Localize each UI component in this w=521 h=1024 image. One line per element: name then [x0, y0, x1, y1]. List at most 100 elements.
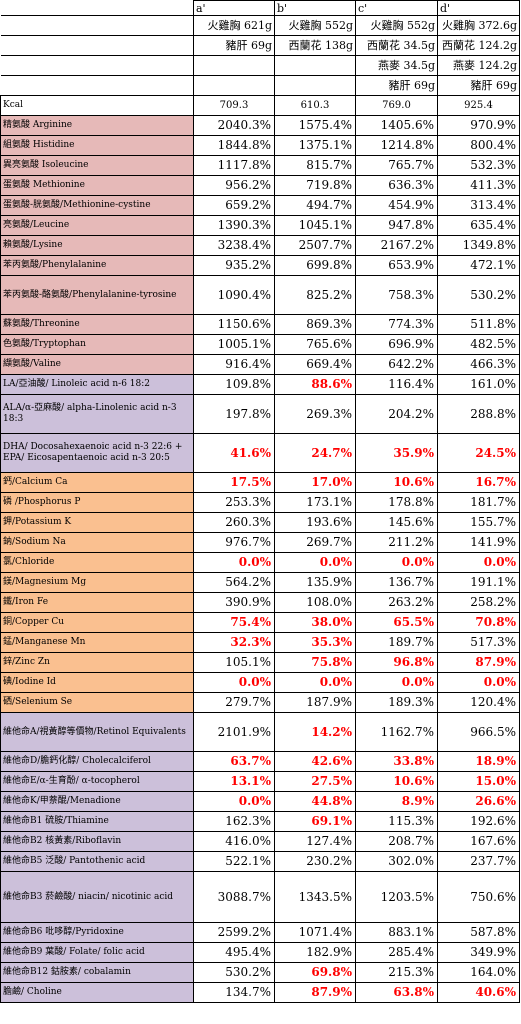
nutrient-value: 1214.8% — [355, 135, 438, 156]
nutrient-row: 鉀/Potassium K 260.3% 193.6% 145.6% 155.7% — [0, 512, 520, 533]
nutrient-value: 2599.2% — [193, 922, 275, 943]
nutrient-label: 蛋氨酸-胱氨酸/Methionine-cystine — [0, 195, 194, 216]
nutrient-value: 87.9% — [437, 652, 520, 673]
nutrient-row: 色氨酸/Tryptophan 1005.1% 765.6% 696.9% 482.5% — [0, 334, 520, 355]
nutrient-value: 18.9% — [437, 751, 520, 772]
nutrient-value: 517.3% — [437, 632, 520, 653]
nutrient-row: 維他命E/α-生育酚/ α-tocopherol 13.1% 27.5% 10.6% 1… — [0, 771, 520, 792]
ingredient-cell: 西蘭花 34.5g — [355, 35, 438, 56]
nutrient-value: 33.8% — [355, 751, 438, 772]
column-letter-b: b' — [274, 0, 356, 16]
nutrient-row: 維他命B1 硫胺/Thiamine 162.3% 69.1% 115.3% 192.6% — [0, 811, 520, 832]
nutrient-row: 維他命B5 泛酸/ Pantothenic acid 522.1% 230.2% 30… — [0, 851, 520, 872]
nutrient-row: 蘇氨酸/Threonine 1150.6% 869.3% 774.3% 511.8% — [0, 314, 520, 335]
nutrient-row: 錳/Manganese Mn 32.3% 35.3% 189.7% 517.3% — [0, 632, 520, 653]
ingredient-cell: 燕麥 124.2g — [437, 55, 520, 76]
nutrient-value: 699.8% — [274, 255, 356, 276]
nutrient-value: 1162.7% — [355, 712, 438, 752]
nutrient-row: DHA/ Docosahexaenoic acid n-3 22:6 + EPA… — [0, 433, 520, 473]
ingredient-cell — [274, 75, 356, 96]
nutrient-value: 70.8% — [437, 612, 520, 633]
nutrient-row: 鎂/Magnesium Mg 564.2% 135.9% 136.7% 191.1% — [0, 572, 520, 593]
nutrient-value: 17.5% — [193, 472, 275, 493]
nutrient-label: 蘇氨酸/Threonine — [0, 314, 194, 335]
nutrient-value: 63.7% — [193, 751, 275, 772]
nutrient-row: 維他命B9 葉酸/ Folate/ folic acid 495.4% 182.9%… — [0, 942, 520, 963]
nutrient-value: 87.9% — [274, 982, 356, 1003]
nutrient-value: 141.9% — [437, 532, 520, 553]
empty-label-cell — [0, 15, 194, 36]
nutrient-value: 88.6% — [274, 374, 356, 395]
nutrient-value: 40.6% — [437, 982, 520, 1003]
nutrient-value: 69.1% — [274, 811, 356, 832]
kcal-value: 769.0 — [355, 95, 438, 116]
nutrient-row: 維他命B3 菸鹼酸/ niacin/ nicotinic acid 3088.7%… — [0, 871, 520, 923]
ingredient-cell: 豬肝 69g — [193, 35, 275, 56]
nutrient-value: 237.7% — [437, 851, 520, 872]
nutrient-value: 1375.1% — [274, 135, 356, 156]
column-letter-c: c' — [355, 0, 438, 16]
nutrient-value: 466.3% — [437, 354, 520, 375]
nutrient-value: 288.8% — [437, 394, 520, 434]
nutrient-row: 組氨酸 Histidine 1844.8% 1375.1% 1214.8% 800.4% — [0, 135, 520, 156]
nutrient-value: 659.2% — [193, 195, 275, 216]
nutrient-label: 維他命B1 硫胺/Thiamine — [0, 811, 194, 832]
nutrient-value: 825.2% — [274, 275, 356, 315]
nutrient-label: 組氨酸 Histidine — [0, 135, 194, 156]
nutrient-label: 維他命B9 葉酸/ Folate/ folic acid — [0, 942, 194, 963]
column-letter-a: a' — [193, 0, 275, 16]
nutrient-row: 碘/Iodine Id 0.0% 0.0% 0.0% 0.0% — [0, 672, 520, 693]
nutrient-label: 銅/Copper Cu — [0, 612, 194, 633]
nutrient-value: 411.3% — [437, 175, 520, 196]
nutrient-value: 260.3% — [193, 512, 275, 533]
nutrient-value: 696.9% — [355, 334, 438, 355]
nutrient-label: 碘/Iodine Id — [0, 672, 194, 693]
nutrient-value: 416.0% — [193, 831, 275, 852]
nutrient-value: 191.1% — [437, 572, 520, 593]
nutrient-value: 75.8% — [274, 652, 356, 673]
nutrient-value: 3088.7% — [193, 871, 275, 923]
nutrient-value: 178.8% — [355, 492, 438, 513]
nutrient-label: 維他命B12 鈷胺素/ cobalamin — [0, 962, 194, 983]
ingredient-cell: 西蘭花 138g — [274, 35, 356, 56]
nutrient-value: 135.9% — [274, 572, 356, 593]
nutrient-value: 120.4% — [437, 692, 520, 713]
nutrient-value: 636.3% — [355, 175, 438, 196]
nutrient-row: 維他命D/膽鈣化醇/ Cholecalciferol 63.7% 42.6% 33.8… — [0, 751, 520, 772]
nutrient-value: 0.0% — [437, 672, 520, 693]
nutrient-label: 纈氨酸/Valine — [0, 354, 194, 375]
nutrient-value: 285.4% — [355, 942, 438, 963]
nutrient-row: 膽鹼/ Choline 134.7% 87.9% 63.8% 40.6% — [0, 982, 520, 1003]
nutrient-label: 蛋氨酸 Methionine — [0, 175, 194, 196]
nutrient-value: 24.7% — [274, 433, 356, 473]
nutrient-row: 蛋氨酸 Methionine 956.2% 719.8% 636.3% 411.3% — [0, 175, 520, 196]
ingredient-cell — [193, 55, 275, 76]
nutrient-value: 96.8% — [355, 652, 438, 673]
nutrient-value: 530.2% — [437, 275, 520, 315]
nutrient-label: 錳/Manganese Mn — [0, 632, 194, 653]
empty-label-cell — [0, 75, 194, 96]
nutrient-value: 1203.5% — [355, 871, 438, 923]
nutrient-value: 1349.8% — [437, 235, 520, 256]
nutrient-value: 976.7% — [193, 532, 275, 553]
ingredient-cell: 火雞胸 552g — [274, 15, 356, 36]
nutrient-label: 維他命B5 泛酸/ Pantothenic acid — [0, 851, 194, 872]
nutrient-value: 15.0% — [437, 771, 520, 792]
nutrient-label: 亮氨酸/Leucine — [0, 215, 194, 236]
nutrient-value: 109.8% — [193, 374, 275, 395]
nutrient-value: 211.2% — [355, 532, 438, 553]
kcal-row: Kcal 709.3 610.3 769.0 925.4 — [0, 95, 520, 116]
nutrient-value: 189.7% — [355, 632, 438, 653]
nutrient-value: 41.6% — [193, 433, 275, 473]
nutrient-row: 苯丙氨酸-酪氨酸/Phenylalanine-tyrosine 1090.4% 82… — [0, 275, 520, 315]
nutrient-label: 鋅/Zinc Zn — [0, 652, 194, 673]
ingredient-cell: 西蘭花 124.2g — [437, 35, 520, 56]
nutrient-row: 亮氨酸/Leucine 1390.3% 1045.1% 947.8% 635.4% — [0, 215, 520, 236]
nutrient-value: 750.6% — [437, 871, 520, 923]
corner-cell — [0, 0, 194, 16]
empty-label-cell — [0, 55, 194, 76]
nutrient-value: 642.2% — [355, 354, 438, 375]
header-ingredients-row-1: 火雞胸 621g 火雞胸 552g 火雞胸 552g 火雞胸 372.6g — [0, 15, 520, 36]
nutrient-value: 1071.4% — [274, 922, 356, 943]
ingredient-cell: 豬肝 69g — [355, 75, 438, 96]
